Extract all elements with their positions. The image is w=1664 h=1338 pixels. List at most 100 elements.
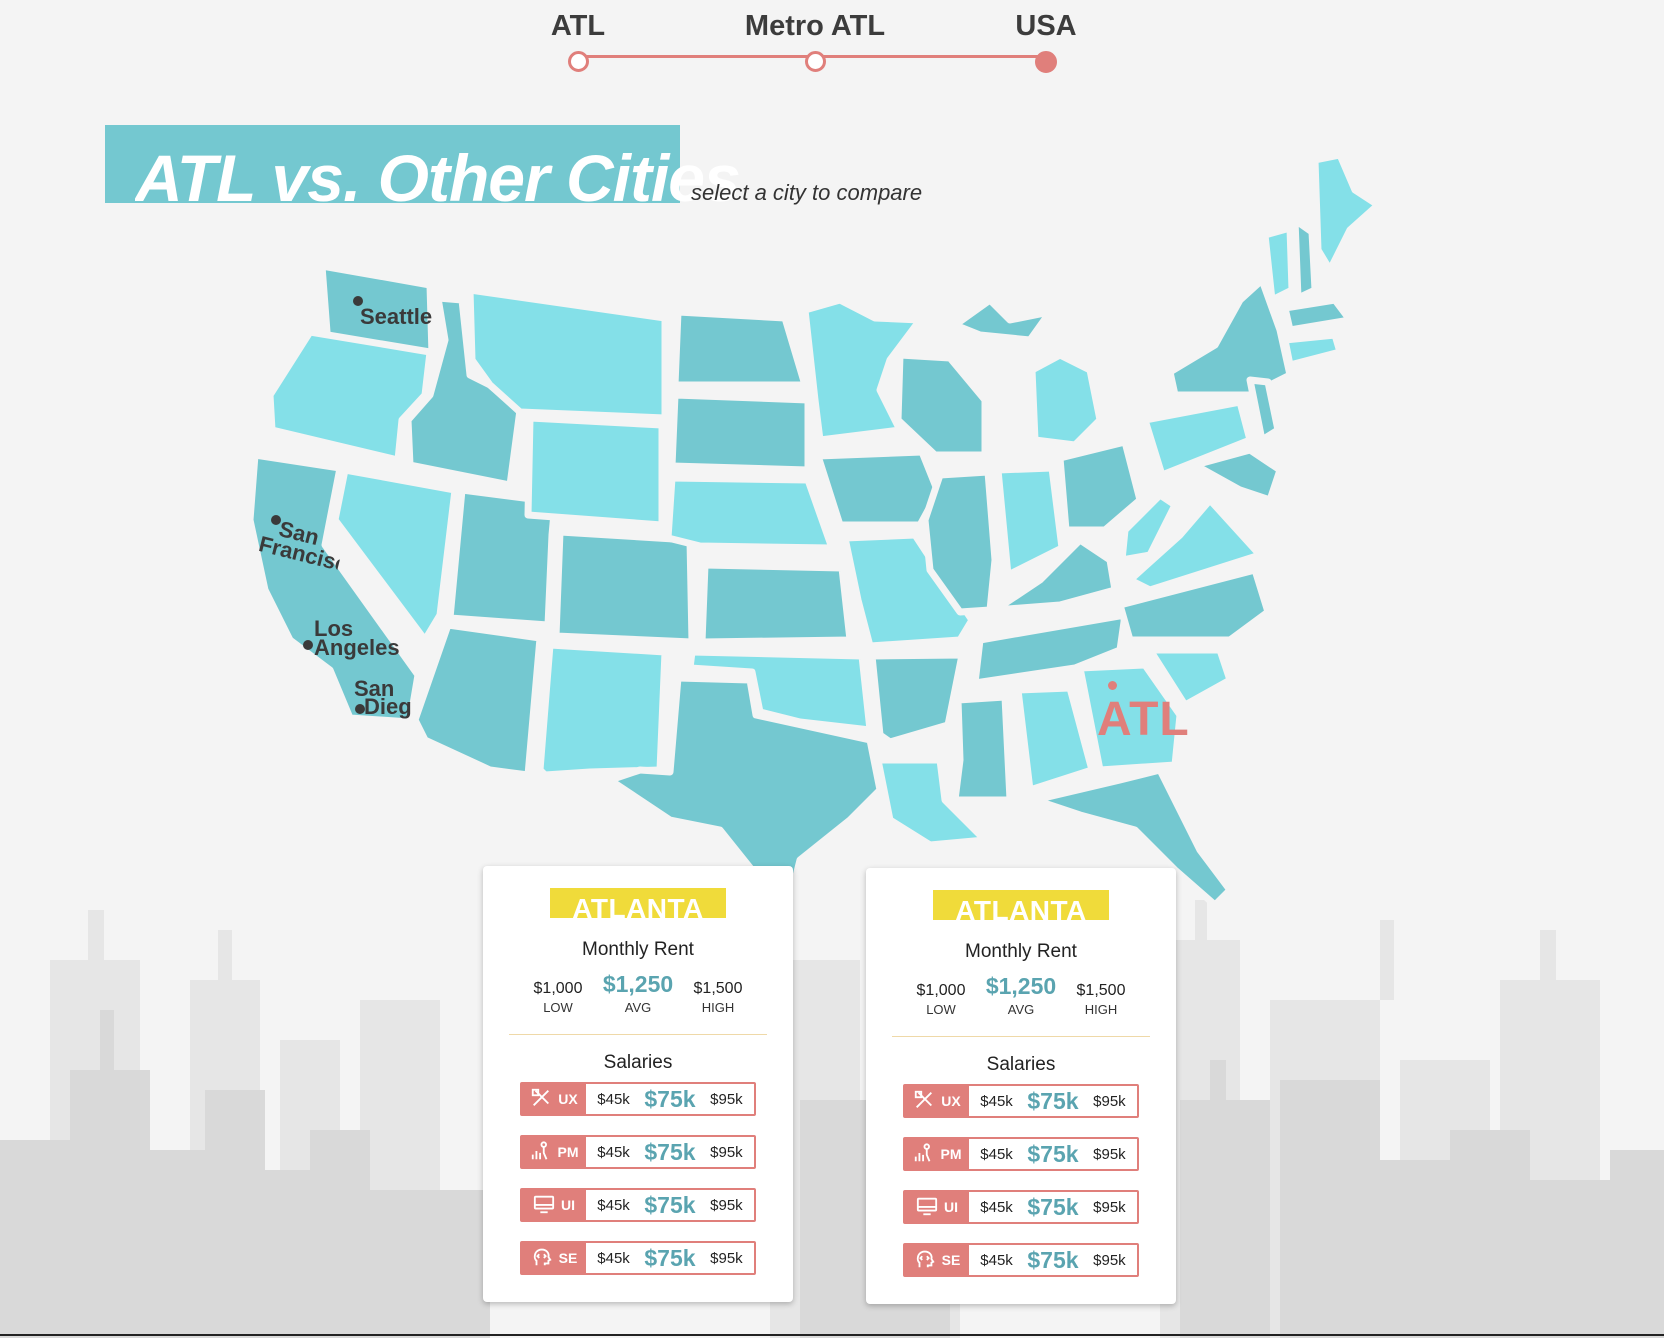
atl-home-label: ATL [1097,693,1190,746]
region-timeline-nav: ATL Metro ATL USA [0,0,1664,90]
state-connecticut-ri[interactable] [1281,331,1344,369]
salary-row-ux[interactable]: UX $45k $75k $95k [520,1082,756,1116]
card-city-name[interactable]: ATLANTA [550,888,726,918]
card-city-name[interactable]: ATLANTA [933,890,1109,920]
state-california[interactable] [246,451,422,726]
state-kansas[interactable] [698,561,854,646]
salary-row-ui[interactable]: UI $45k $75k $95k [903,1190,1139,1224]
state-louisiana[interactable] [874,756,989,849]
design-tools-icon [530,1087,552,1112]
state-kentucky[interactable] [991,536,1119,614]
rent-low-label: LOW [926,1002,956,1017]
state-ohio[interactable] [1056,438,1144,534]
salary-role: PM [940,1146,962,1162]
salary-row-se[interactable]: SE $45k $75k $95k [520,1241,756,1275]
rent-avg: $1,250 [602,971,674,997]
bottom-rule [0,1334,1664,1336]
state-mississippi[interactable] [951,693,1014,804]
salary-role: PM [557,1144,579,1160]
salary-role: UI [561,1197,575,1213]
salary-role: SE [941,1252,961,1268]
state-michigan-upper[interactable] [951,296,1054,344]
monitor-icon [916,1195,938,1220]
state-colorado[interactable] [552,528,696,646]
monitor-icon [533,1193,555,1218]
salary-row-pm[interactable]: PM $45k $75k $95k [903,1137,1139,1171]
state-north-dakota[interactable] [671,308,809,389]
city-card-left: ATLANTA Monthly Rent $1,000 LOW $1,250 AVG… [483,866,793,1302]
state-west-virginia[interactable] [1118,491,1179,564]
state-nebraska[interactable] [664,474,836,552]
state-arizona[interactable] [411,621,544,779]
salary-low: $45k [597,1143,630,1161]
state-michigan[interactable] [1028,351,1104,449]
state-maine[interactable] [1311,151,1382,274]
state-iowa[interactable] [814,448,942,529]
state-south-carolina[interactable] [1146,646,1234,709]
salary-high: $95k [1093,1145,1126,1163]
salary-low: $45k [597,1249,630,1267]
city-label-los-angeles[interactable]: Los [314,616,354,641]
state-georgia[interactable] [1076,661,1184,774]
title-highlight [105,125,680,203]
rent-high-label: HIGH [1084,1002,1118,1017]
state-idaho[interactable] [404,294,524,489]
salary-high: $95k [710,1143,743,1161]
city-card-right: ATLANTA Monthly Rent $1,000 LOW $1,250 AVG… [866,868,1176,1304]
state-indiana[interactable] [994,464,1066,579]
presenter-chart-icon [913,1142,935,1167]
rent-values: $1,000 LOW $1,250 AVG $1,500 HIGH [483,971,793,1015]
state-illinois[interactable] [921,468,999,616]
city-label-san-diego[interactable]: San [354,676,395,701]
state-new-jersey[interactable] [1246,376,1282,444]
state-nevada[interactable] [331,466,459,644]
rent-high: $1,500 [1076,982,1126,999]
rent-high: $1,500 [693,980,743,997]
salary-low: $45k [980,1198,1013,1216]
state-maryland-delaware[interactable] [1191,446,1284,504]
state-oregon[interactable] [266,328,434,464]
salary-row-pm[interactable]: PM $45k $75k $95k [520,1135,756,1169]
nav-stop-atl[interactable]: ATL [478,0,678,72]
state-vermont[interactable] [1261,224,1296,304]
state-tennessee[interactable] [971,611,1129,687]
state-massachusetts[interactable] [1281,296,1354,334]
city-label-seattle[interactable]: Seattle [360,304,433,329]
state-new-hampshire[interactable] [1291,216,1319,302]
state-wisconsin[interactable] [894,351,989,459]
salary-avg: $75k [644,1191,696,1218]
state-alabama[interactable] [1014,684,1096,794]
salary-high: $95k [710,1196,743,1214]
state-arkansas[interactable] [868,651,966,746]
nav-stop-usa[interactable]: USA [946,0,1146,73]
salary-avg: $75k [644,1085,696,1112]
salaries-title: Salaries [603,1052,673,1073]
state-wyoming[interactable] [524,414,666,529]
code-head-icon [914,1248,936,1273]
salary-avg: $75k [644,1138,696,1165]
state-missouri[interactable] [841,531,976,650]
salary-row-ui[interactable]: UI $45k $75k $95k [520,1188,756,1222]
salary-high: $95k [1093,1092,1126,1110]
state-north-carolina[interactable] [1116,566,1272,644]
city-label-san-diego-line2[interactable]: Dieg [364,694,412,719]
salary-role: SE [558,1250,578,1266]
state-south-dakota[interactable] [668,391,812,474]
city-label-los-angeles-line2[interactable]: Angeles [314,635,400,660]
salary-low: $45k [980,1145,1013,1163]
rent-high-label: HIGH [701,1000,735,1015]
salary-row-se[interactable]: SE $45k $75k $95k [903,1243,1139,1277]
nav-stop-label: USA [1015,10,1077,42]
salary-row-ux[interactable]: UX $45k $75k $95k [903,1084,1139,1118]
state-virginia[interactable] [1126,496,1264,594]
state-new-mexico[interactable] [536,641,669,779]
state-pennsylvania[interactable] [1141,398,1254,479]
card-divider [509,1034,767,1035]
state-new-york[interactable] [1166,276,1294,399]
page-title: ATL vs. Other Cities [135,141,740,208]
state-minnesota[interactable] [801,296,924,444]
state-montana[interactable] [466,286,669,422]
state-florida[interactable] [1031,766,1234,909]
salary-role: UI [944,1199,958,1215]
nav-stop-metro-atl[interactable]: Metro ATL [715,0,915,72]
